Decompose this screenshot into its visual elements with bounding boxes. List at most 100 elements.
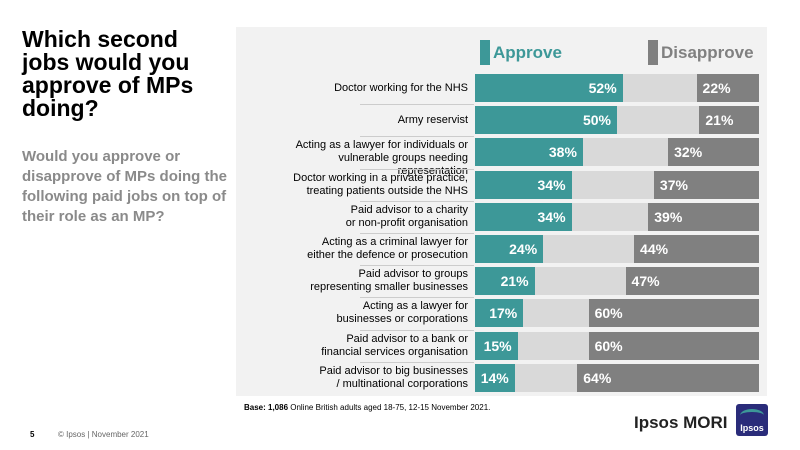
approve-value-label: 52% xyxy=(588,80,617,96)
disapprove-bar: 21% xyxy=(699,106,759,134)
approve-value-label: 15% xyxy=(483,338,512,354)
approve-bar: 17% xyxy=(475,299,524,327)
approve-value-label: 24% xyxy=(509,241,538,257)
legend-approve-label: Approve xyxy=(493,42,562,62)
approve-value-label: 50% xyxy=(582,112,611,128)
brand-name: Ipsos MORI xyxy=(634,413,728,432)
disapprove-bar: 60% xyxy=(588,332,759,360)
disapprove-value-label: 22% xyxy=(702,80,731,96)
approve-bar: 15% xyxy=(475,332,518,360)
disapprove-bar: 37% xyxy=(653,171,759,199)
category-label-line: financial services organisation xyxy=(321,346,468,358)
disapprove-value-label: 47% xyxy=(631,273,660,289)
approve-bar: 14% xyxy=(475,364,515,392)
category-label: Acting as a lawyer for individuals or vul… xyxy=(268,139,468,178)
legend-disapprove-swatch xyxy=(648,40,658,65)
category-label-line: Acting as a criminal lawyer for xyxy=(321,236,468,248)
category-label-line: Acting as a lawyer for xyxy=(362,300,468,312)
approve-bar: 34% xyxy=(475,171,572,199)
disapprove-value-label: 39% xyxy=(654,209,683,225)
legend-approve: Approve xyxy=(480,40,562,65)
category-label: Paid advisor to a charity or non-profit o… xyxy=(268,204,468,230)
page-subtitle: Would you approve or disapprove of MPs d… xyxy=(22,148,228,225)
disapprove-value-label: 60% xyxy=(594,305,623,321)
legend-approve-swatch xyxy=(480,40,490,65)
disapprove-value-label: 21% xyxy=(705,112,734,128)
category-label-line: Paid advisor to a bank or xyxy=(346,333,468,345)
disapprove-bar: 47% xyxy=(625,267,759,295)
disapprove-bar: 22% xyxy=(696,74,759,102)
category-label: Doctor working for the NHS xyxy=(268,82,468,95)
disapprove-bar: 44% xyxy=(634,235,759,263)
approve-value-label: 34% xyxy=(537,209,566,225)
logo-text: Ipsos xyxy=(740,423,764,433)
logo-wave-icon xyxy=(740,409,764,422)
row-divider xyxy=(360,169,474,170)
disapprove-bar: 64% xyxy=(577,364,759,392)
category-label-line: businesses or corporations xyxy=(336,313,468,325)
disapprove-value-label: 60% xyxy=(594,338,623,354)
bar-track: 15% 60% xyxy=(475,332,759,360)
approve-bar: 38% xyxy=(475,138,583,166)
row-divider xyxy=(360,104,474,105)
category-label-line: treating patients outside the NHS xyxy=(306,185,468,197)
category-label: Paid advisor to a bank or financial servi… xyxy=(268,333,468,359)
page-title: Which second jobs would you approve of M… xyxy=(22,26,194,121)
bar-track: 34% 37% xyxy=(475,171,759,199)
category-label: Acting as a lawyer for businesses or corp… xyxy=(268,300,468,326)
bar-track: 52% 22% xyxy=(475,74,759,102)
category-label-line: Doctor working in a private practice, xyxy=(293,172,468,184)
approve-bar: 50% xyxy=(475,106,617,134)
category-label-line: / multinational corporations xyxy=(336,378,468,390)
category-label-line: or non-profit organisation xyxy=(345,217,468,229)
row-divider xyxy=(360,201,474,202)
approve-bar: 21% xyxy=(475,267,535,295)
bar-track: 17% 60% xyxy=(475,299,759,327)
row-divider xyxy=(360,330,474,331)
category-label: Paid advisor to groups representing small… xyxy=(268,268,468,294)
disapprove-value-label: 32% xyxy=(674,144,703,160)
category-label-line: Army reservist xyxy=(397,113,468,126)
category-label-line: Paid advisor to a charity xyxy=(350,204,468,216)
category-label-line: Paid advisor to big businesses xyxy=(319,365,468,377)
ipsos-logo: Ipsos xyxy=(736,404,768,436)
category-label-line: vulnerable groups needing representation xyxy=(338,152,468,177)
category-label-line: Doctor working for the NHS xyxy=(334,81,468,94)
category-label: Paid advisor to big businesses / multinat… xyxy=(268,365,468,391)
disapprove-value-label: 37% xyxy=(659,177,688,193)
disapprove-value-label: 64% xyxy=(583,370,612,386)
base-note-bold: Base: 1,086 xyxy=(244,403,289,412)
bar-track: 14% 64% xyxy=(475,364,759,392)
approve-value-label: 34% xyxy=(537,177,566,193)
page-number: 5 xyxy=(30,430,35,439)
base-note-text: Online British adults aged 18-75, 12-15 … xyxy=(288,403,491,412)
disapprove-bar: 32% xyxy=(668,138,759,166)
legend-disapprove: Disapprove xyxy=(648,40,754,65)
disapprove-bar: 60% xyxy=(588,299,759,327)
category-label: Army reservist xyxy=(268,114,468,127)
disapprove-bar: 39% xyxy=(648,203,759,231)
category-label-line: Paid advisor to groups xyxy=(358,268,468,280)
approve-bar: 24% xyxy=(475,235,544,263)
approve-value-label: 21% xyxy=(500,273,529,289)
row-divider xyxy=(360,136,474,137)
approve-value-label: 17% xyxy=(489,305,518,321)
base-note: Base: 1,086 Online British adults aged 1… xyxy=(244,403,490,412)
disapprove-value-label: 44% xyxy=(640,241,669,257)
bar-track: 34% 39% xyxy=(475,203,759,231)
category-label-line: either the defence or prosecution xyxy=(307,249,468,261)
category-label: Acting as a criminal lawyer for either th… xyxy=(268,236,468,262)
category-label-line: Acting as a lawyer for individuals or xyxy=(295,139,468,151)
legend-disapprove-label: Disapprove xyxy=(661,42,754,62)
category-label-line: representing smaller businesses xyxy=(310,281,468,293)
bar-track: 24% 44% xyxy=(475,235,759,263)
bar-track: 50% 21% xyxy=(475,106,759,134)
row-divider xyxy=(360,265,474,266)
footer-copyright: © Ipsos | November 2021 xyxy=(58,430,149,439)
row-divider xyxy=(360,362,474,363)
approve-value-label: 38% xyxy=(548,144,577,160)
row-divider xyxy=(360,297,474,298)
category-label: Doctor working in a private practice, tre… xyxy=(268,172,468,198)
bar-track: 21% 47% xyxy=(475,267,759,295)
approve-value-label: 14% xyxy=(480,370,509,386)
